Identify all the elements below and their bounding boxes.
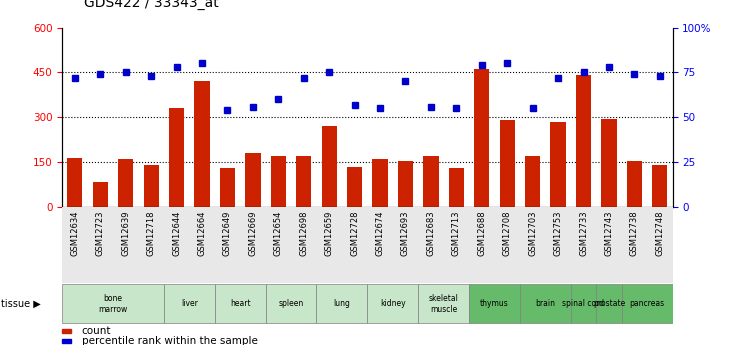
Bar xyxy=(143,165,159,207)
Text: GSM12708: GSM12708 xyxy=(503,211,512,256)
Text: heart: heart xyxy=(230,299,251,308)
Text: GSM12639: GSM12639 xyxy=(121,211,130,256)
Bar xyxy=(347,167,363,207)
Text: GSM12703: GSM12703 xyxy=(528,211,537,256)
Text: GSM12659: GSM12659 xyxy=(325,211,333,256)
Text: GSM12743: GSM12743 xyxy=(605,211,613,256)
Bar xyxy=(62,207,673,283)
Bar xyxy=(169,108,184,207)
Bar xyxy=(449,168,464,207)
Bar xyxy=(118,159,133,207)
Text: GSM12713: GSM12713 xyxy=(452,211,461,256)
Text: GSM12718: GSM12718 xyxy=(147,211,156,256)
Bar xyxy=(423,156,439,207)
Text: GSM12644: GSM12644 xyxy=(172,211,181,256)
Text: GSM12654: GSM12654 xyxy=(274,211,283,256)
Text: GSM12683: GSM12683 xyxy=(426,211,436,256)
Text: GSM12634: GSM12634 xyxy=(70,211,80,256)
Text: spinal cord: spinal cord xyxy=(562,299,605,308)
Text: GSM12693: GSM12693 xyxy=(401,211,410,256)
Text: GSM12728: GSM12728 xyxy=(350,211,359,256)
Bar xyxy=(398,161,413,207)
Bar xyxy=(296,156,311,207)
Bar xyxy=(367,284,418,324)
Text: prostate: prostate xyxy=(593,299,625,308)
Bar xyxy=(596,284,621,324)
Bar xyxy=(418,284,469,324)
Text: tissue ▶: tissue ▶ xyxy=(1,299,40,308)
Bar xyxy=(372,159,387,207)
Bar xyxy=(322,126,337,207)
Text: liver: liver xyxy=(181,299,198,308)
Bar xyxy=(520,284,571,324)
Bar xyxy=(270,156,286,207)
Text: thymus: thymus xyxy=(480,299,509,308)
Text: spleen: spleen xyxy=(279,299,303,308)
Text: count: count xyxy=(82,326,111,336)
Text: GSM12649: GSM12649 xyxy=(223,211,232,256)
Text: pancreas: pancreas xyxy=(629,299,664,308)
Text: GSM12723: GSM12723 xyxy=(96,211,105,256)
Bar xyxy=(499,120,515,207)
Bar xyxy=(621,284,673,324)
Text: GSM12664: GSM12664 xyxy=(197,211,207,256)
Text: GDS422 / 33343_at: GDS422 / 33343_at xyxy=(84,0,219,10)
Bar xyxy=(571,284,596,324)
Bar xyxy=(245,153,260,207)
Bar xyxy=(194,81,210,207)
Bar xyxy=(576,76,591,207)
Text: GSM12669: GSM12669 xyxy=(249,211,257,256)
Bar xyxy=(474,69,490,207)
Bar xyxy=(93,181,108,207)
Bar xyxy=(602,119,616,207)
Bar xyxy=(652,165,667,207)
Bar xyxy=(215,284,265,324)
Text: percentile rank within the sample: percentile rank within the sample xyxy=(82,336,258,345)
Bar xyxy=(317,284,367,324)
Text: GSM12733: GSM12733 xyxy=(579,211,588,256)
Text: lung: lung xyxy=(333,299,350,308)
Bar xyxy=(525,156,540,207)
Bar xyxy=(550,122,566,207)
Bar xyxy=(469,284,520,324)
Text: skeletal
muscle: skeletal muscle xyxy=(428,294,458,314)
Text: GSM12738: GSM12738 xyxy=(630,211,639,256)
Text: kidney: kidney xyxy=(380,299,406,308)
Bar xyxy=(164,284,215,324)
Bar xyxy=(220,168,235,207)
Text: bone
marrow: bone marrow xyxy=(99,294,128,314)
Bar xyxy=(62,284,164,324)
Text: GSM12698: GSM12698 xyxy=(299,211,308,256)
Bar xyxy=(265,284,317,324)
Text: GSM12753: GSM12753 xyxy=(553,211,563,256)
Text: GSM12674: GSM12674 xyxy=(376,211,385,256)
Text: GSM12688: GSM12688 xyxy=(477,211,486,256)
Text: brain: brain xyxy=(535,299,556,308)
Bar xyxy=(67,158,83,207)
Text: GSM12748: GSM12748 xyxy=(655,211,664,256)
Bar xyxy=(626,161,642,207)
